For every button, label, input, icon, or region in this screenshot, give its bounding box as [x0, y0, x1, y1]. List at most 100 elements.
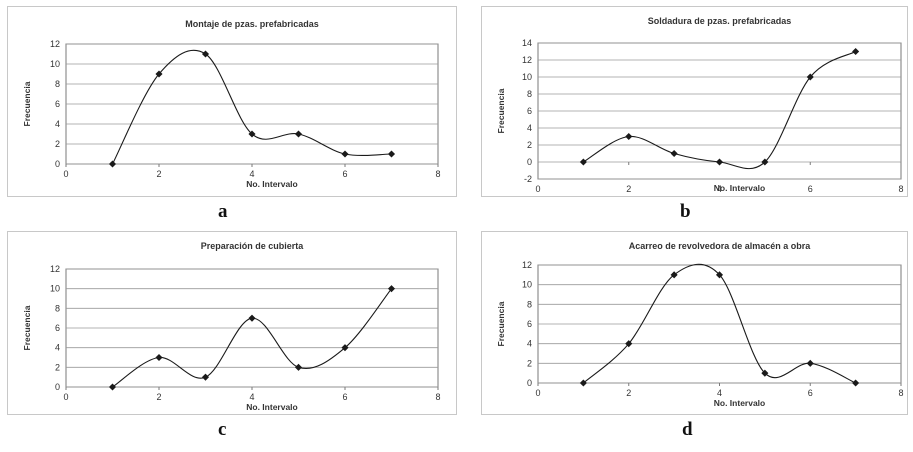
data-point [201, 50, 210, 58]
y-tick-label: 0 [55, 159, 60, 169]
x-tick-label: 8 [435, 392, 440, 402]
x-tick-label: 8 [435, 169, 440, 179]
panel-label-a: a [218, 201, 228, 222]
chart-title: Montaje de pzas. prefabricadas [185, 19, 319, 29]
data-point [341, 150, 349, 158]
data-point [341, 344, 349, 352]
series-line [583, 51, 856, 170]
data-point [387, 150, 396, 158]
y-tick-label: 10 [522, 72, 532, 82]
y-tick-label: 8 [55, 79, 60, 89]
chart-title: Preparación de cubierta [201, 241, 305, 251]
data-point [294, 363, 303, 371]
y-tick-label: 6 [55, 323, 60, 333]
x-tick-label: 4 [717, 184, 722, 194]
y-tick-label: 10 [522, 280, 532, 290]
y-tick-label: -2 [524, 174, 532, 184]
data-point [761, 158, 769, 166]
data-point [852, 379, 860, 387]
y-tick-label: 6 [527, 319, 532, 329]
panel-label-b: b [680, 201, 691, 222]
data-point [579, 379, 587, 387]
chart-panel-c: 0 2 4 6 8 10 12 0 2 4 6 8 Preparación de cubierta No.… [7, 231, 457, 415]
data-point [806, 359, 814, 367]
series-line [112, 49, 392, 165]
x-tick-label: 0 [63, 392, 68, 402]
x-tick-label: 4 [249, 392, 254, 402]
data-point [108, 160, 117, 168]
data-point [248, 314, 256, 322]
data-point [294, 130, 303, 138]
y-tick-label: 8 [55, 303, 60, 313]
y-axis-label: Frecuencia [496, 88, 506, 133]
y-tick-label: 8 [527, 89, 532, 99]
data-point [852, 47, 860, 56]
chart-d: 0 2 4 6 8 10 12 0 2 4 6 8 Acarreo de revolvedora de … [496, 241, 904, 408]
y-tick-label: 12 [522, 260, 532, 270]
chart-panel-d: 0 2 4 6 8 10 12 0 2 4 6 8 Acarreo de revolvedora de … [481, 231, 908, 415]
series-line [112, 288, 392, 388]
data-point [155, 70, 163, 78]
x-tick-label: 4 [249, 169, 254, 179]
x-tick-label: 8 [898, 184, 903, 194]
y-tick-label: 4 [55, 119, 60, 129]
y-tick-label: 4 [527, 123, 532, 133]
x-axis-label: No. Intervalo [714, 183, 765, 193]
x-tick-label: 2 [626, 184, 631, 194]
y-tick-label: 6 [55, 99, 60, 109]
y-tick-label: 2 [55, 139, 60, 149]
x-tick-label: 6 [342, 392, 347, 402]
y-tick-label: 0 [55, 382, 60, 392]
y-tick-label: 14 [522, 38, 532, 48]
y-tick-label: 2 [527, 358, 532, 368]
data-point [248, 130, 256, 138]
y-axis-label: Frecuencia [22, 305, 32, 350]
data-point [761, 369, 769, 377]
data-point [670, 149, 678, 158]
y-tick-label: 6 [527, 106, 532, 116]
data-point [579, 158, 587, 166]
y-tick-label: 4 [55, 343, 60, 353]
x-tick-label: 2 [156, 392, 161, 402]
x-tick-label: 4 [717, 388, 722, 398]
y-tick-label: 0 [527, 378, 532, 388]
y-tick-label: 12 [50, 264, 60, 274]
y-tick-label: 12 [50, 39, 60, 49]
chart-title: Soldadura de pzas. prefabricadas [648, 16, 792, 26]
y-tick-label: 2 [55, 362, 60, 372]
chart-title: Acarreo de revolvedora de almacén a obra [629, 241, 812, 251]
chart-panel-a: 0 2 4 6 8 10 12 0 2 4 6 8 Montaje de pzas. prefabric… [7, 6, 457, 197]
y-tick-label: 2 [527, 140, 532, 150]
data-point [155, 353, 163, 362]
y-tick-label: 0 [527, 157, 532, 167]
y-axis-label: Frecuencia [22, 81, 32, 126]
data-point [201, 373, 210, 381]
chart-panel-b: -2 0 2 4 6 8 10 12 14 0 2 4 6 8 Soldadura de pzas. pre… [481, 6, 908, 197]
x-tick-label: 6 [808, 388, 813, 398]
x-tick-label: 0 [535, 184, 540, 194]
x-tick-label: 2 [626, 388, 631, 398]
x-tick-label: 6 [808, 184, 813, 194]
data-point [625, 340, 633, 348]
x-tick-label: 6 [342, 169, 347, 179]
y-tick-label: 8 [527, 299, 532, 309]
panel-label-d: d [682, 419, 693, 440]
data-point [715, 158, 724, 166]
x-tick-label: 0 [63, 169, 68, 179]
y-tick-label: 10 [50, 284, 60, 294]
x-axis-label: No. Intervalo [246, 402, 297, 412]
x-tick-label: 8 [898, 388, 903, 398]
y-tick-label: 12 [522, 55, 532, 65]
y-axis-label: Frecuencia [496, 301, 506, 346]
data-point [806, 73, 814, 81]
x-axis-label: No. Intervalo [714, 398, 765, 408]
chart-a: 0 2 4 6 8 10 12 0 2 4 6 8 Montaje de pzas. prefabric… [22, 19, 441, 189]
panel-label-c: c [218, 419, 227, 440]
chart-c: 0 2 4 6 8 10 12 0 2 4 6 8 Preparación de cubierta No.… [22, 241, 441, 412]
x-tick-label: 0 [535, 388, 540, 398]
y-tick-label: 10 [50, 59, 60, 69]
x-axis-label: No. Intervalo [246, 179, 297, 189]
y-tick-label: 4 [527, 339, 532, 349]
data-point [625, 132, 633, 141]
